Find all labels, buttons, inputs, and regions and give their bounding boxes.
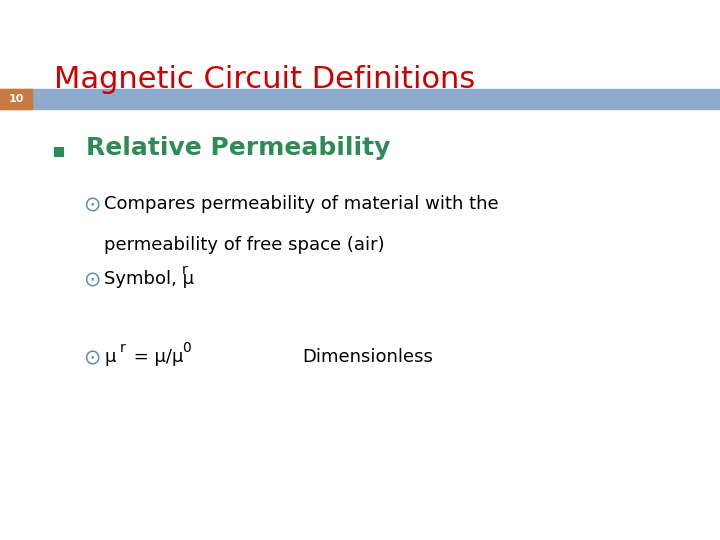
Text: r: r [182, 263, 188, 277]
Text: Magnetic Circuit Definitions: Magnetic Circuit Definitions [54, 65, 475, 94]
Text: ⊙: ⊙ [83, 270, 100, 290]
Text: Relative Permeability: Relative Permeability [86, 137, 391, 160]
Text: μ: μ [104, 348, 116, 366]
Text: r: r [120, 341, 126, 355]
Text: permeability of free space (air): permeability of free space (air) [104, 236, 385, 254]
Text: Dimensionless: Dimensionless [302, 348, 433, 366]
Text: ⊙: ⊙ [83, 348, 100, 368]
Text: = μ/μ: = μ/μ [128, 348, 184, 366]
Text: Compares permeability of material with the: Compares permeability of material with t… [104, 195, 499, 213]
Bar [0, 89, 720, 109]
Bar [54, 147, 63, 157]
Text: ⊙: ⊙ [83, 195, 100, 215]
Text: 0: 0 [182, 341, 191, 355]
Bar [0, 89, 32, 109]
Text: Symbol, μ: Symbol, μ [104, 270, 194, 288]
Text: 10: 10 [9, 94, 24, 104]
